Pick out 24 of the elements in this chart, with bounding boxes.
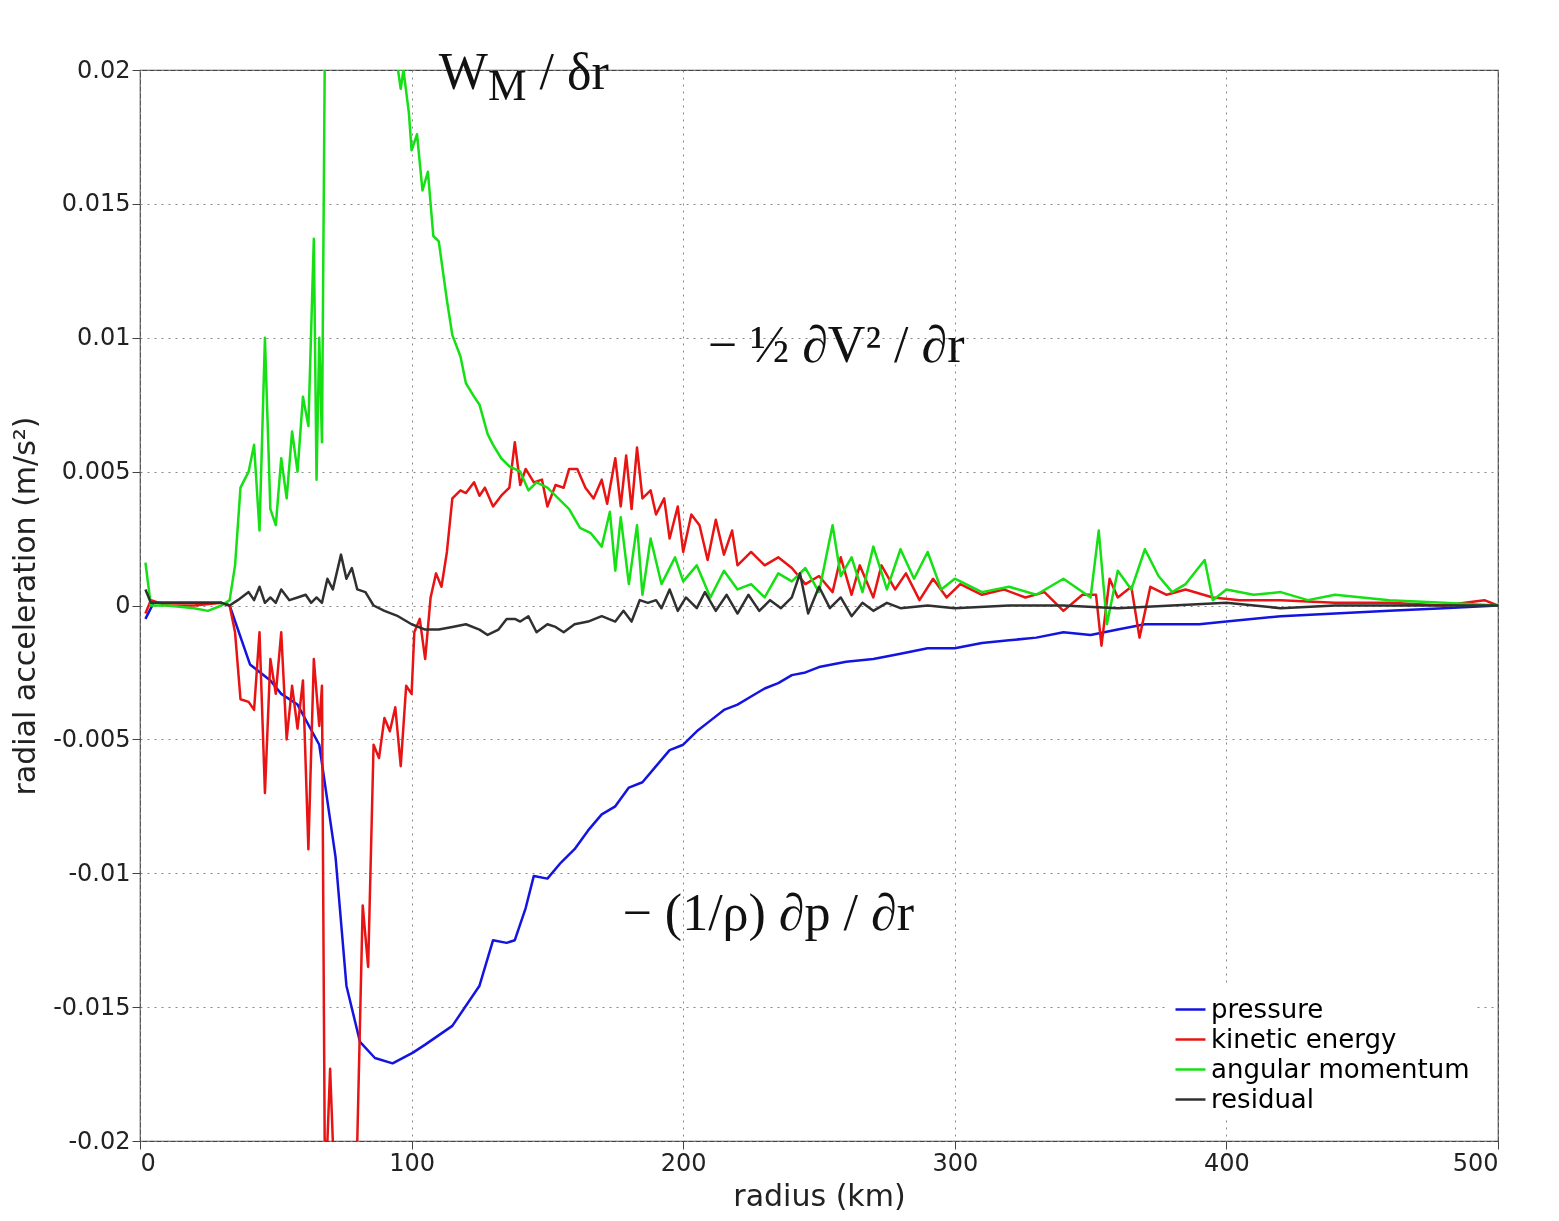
y-tick-label: 0.005 <box>61 457 131 486</box>
legend-label: residual <box>1211 1083 1315 1114</box>
x-tick-label: 0 <box>140 1148 156 1177</box>
legend-label: pressure <box>1211 993 1324 1024</box>
legend-label: kinetic energy <box>1211 1023 1397 1054</box>
y-tick-label: 0.02 <box>77 55 131 84</box>
line-series <box>144 553 1498 637</box>
x-axis-title: radius (km) <box>733 1177 906 1213</box>
x-tick-label: 100 <box>389 1148 436 1177</box>
y-tick-label: 0 <box>115 591 131 619</box>
y-axis-title: radial acceleration (m/s²) <box>7 416 43 796</box>
y-tick-label: -0.015 <box>53 992 131 1021</box>
y-tick-label: -0.01 <box>68 858 131 887</box>
y-tick-label: 0.015 <box>61 189 131 218</box>
annotation: − ½ ∂V² / ∂r <box>707 314 965 374</box>
x-tick-label: 500 <box>1452 1148 1499 1177</box>
legend-label: angular momentum <box>1211 1053 1470 1084</box>
x-tick-label: 300 <box>932 1148 979 1177</box>
x-tick-label: 400 <box>1203 1148 1250 1177</box>
y-tick-label: -0.02 <box>68 1126 131 1155</box>
annotation: − (1/ρ) ∂p / ∂r <box>622 882 915 942</box>
x-tick-label: 200 <box>660 1148 707 1177</box>
y-tick-label: -0.005 <box>53 724 131 753</box>
y-tick-label: 0.01 <box>77 323 131 352</box>
